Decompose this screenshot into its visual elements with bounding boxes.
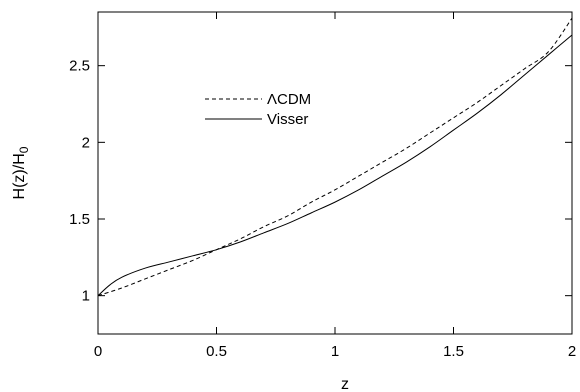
x-tick-label: 0.5 (206, 343, 227, 360)
y-tick-label: 1.5 (69, 211, 90, 228)
axis-ticks (97, 12, 573, 334)
legend-label-lcdm: ΛCDM (267, 91, 311, 108)
series-line-visser (97, 34, 573, 297)
x-tick-label: 0 (94, 343, 102, 360)
y-tick-label: 2 (82, 134, 90, 151)
legend: ΛCDM Visser (205, 91, 311, 128)
y-axis-label-main: H(z)/H (11, 153, 28, 199)
x-tick-label: 2 (568, 343, 576, 360)
y-tick-label: 2.5 (69, 58, 90, 75)
series-lines (97, 17, 573, 297)
svg-text:H(z)/H0: H(z)/H0 (11, 146, 31, 199)
y-axis-label: H(z)/H0 (11, 146, 31, 199)
y-axis-label-subscript: 0 (17, 146, 31, 153)
y-tick-label: 1 (82, 288, 90, 305)
series-line-lcdm (97, 17, 573, 297)
legend-label-visser: Visser (267, 111, 308, 128)
x-tick-label: 1 (331, 343, 339, 360)
plot-frame (97, 11, 573, 335)
x-axis-label: z (341, 376, 349, 392)
axis-tick-labels: 0 0.5 1 1.5 2 1 1.5 2 2.5 (69, 58, 576, 360)
x-tick-label: 1.5 (443, 343, 464, 360)
